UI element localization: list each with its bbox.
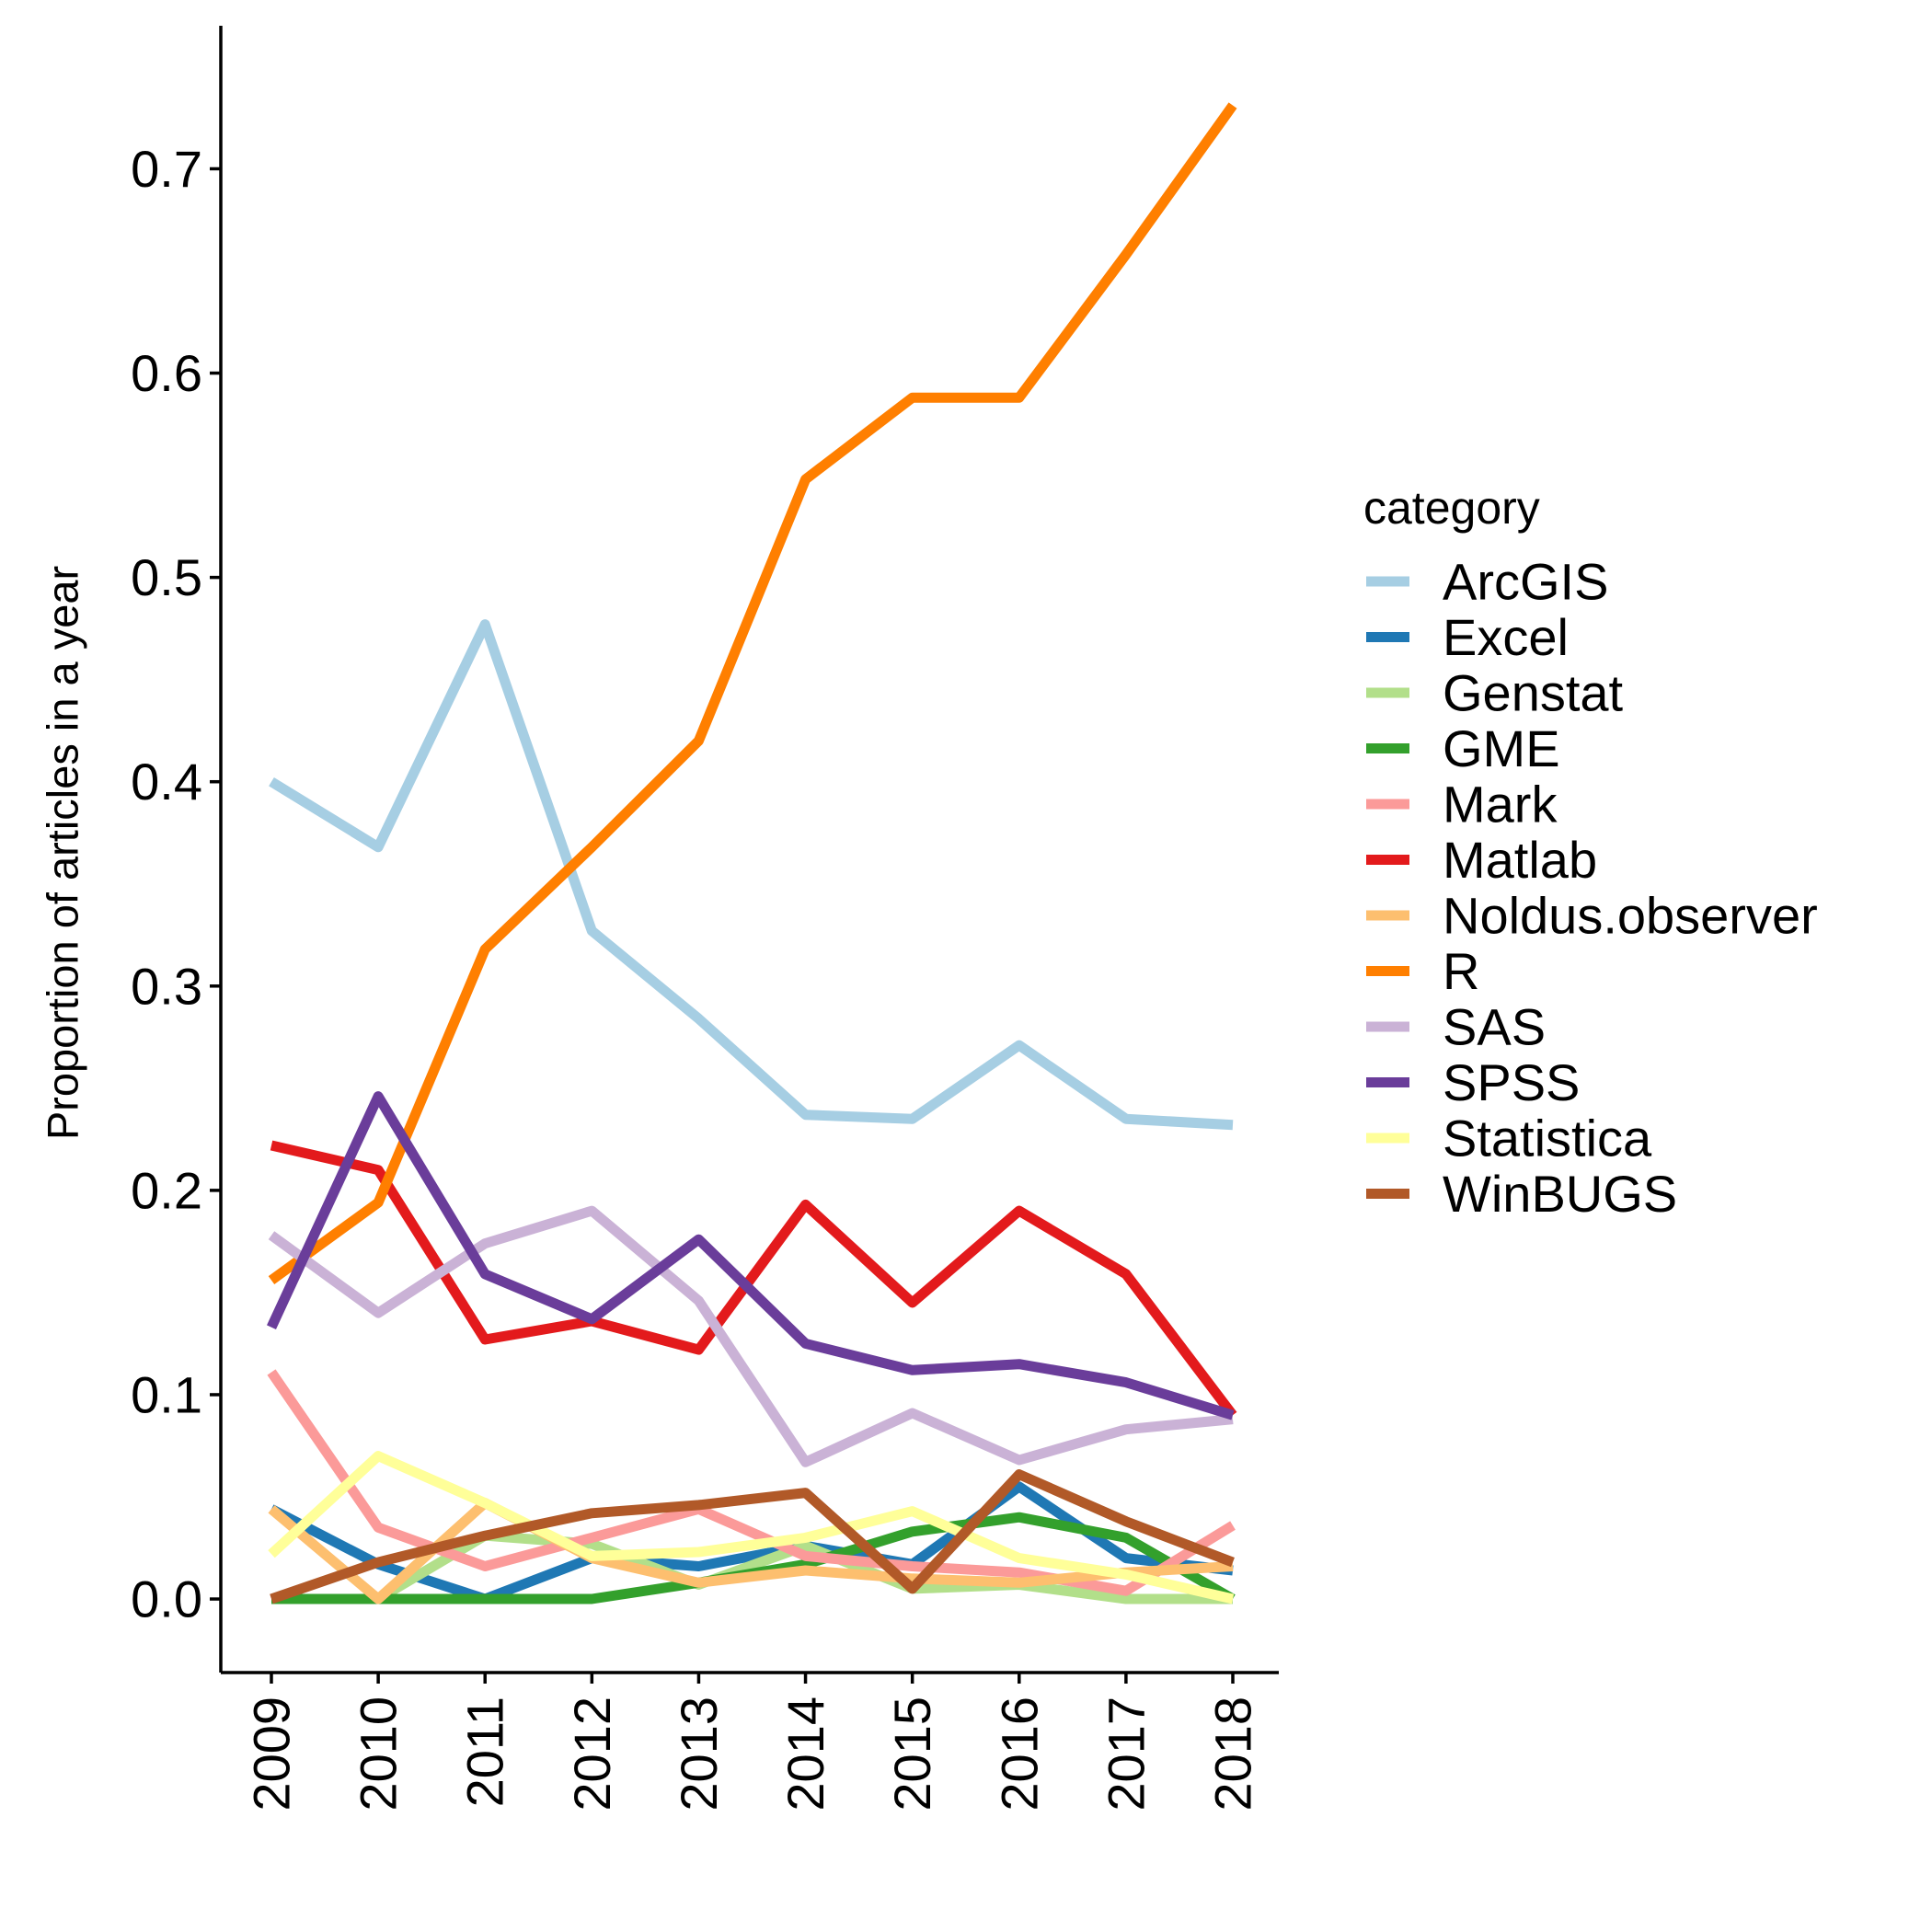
y-axis-title: Proportion of articles in a year xyxy=(39,566,87,1140)
legend-label: WinBUGS xyxy=(1443,1165,1677,1223)
legend-label: SPSS xyxy=(1443,1053,1580,1111)
legend-item-statistica: Statistica xyxy=(1366,1110,1652,1167)
y-tick-label: 0.3 xyxy=(131,957,202,1015)
x-tick-label: 2009 xyxy=(243,1696,301,1811)
legend-item-sas: SAS xyxy=(1366,998,1546,1056)
legend-label: SAS xyxy=(1443,998,1546,1056)
legend-item-gme: GME xyxy=(1366,719,1560,777)
x-tick-label: 2017 xyxy=(1097,1696,1155,1811)
legend-label: Genstat xyxy=(1443,664,1624,722)
legend-label: Noldus.observer xyxy=(1443,887,1818,945)
legend-item-spss: SPSS xyxy=(1366,1053,1580,1111)
y-tick-label: 0.0 xyxy=(131,1570,202,1628)
series-line-statistica xyxy=(268,1451,1235,1604)
legend-item-noldus-observer: Noldus.observer xyxy=(1366,887,1818,945)
x-tick-label: 2010 xyxy=(350,1696,408,1811)
x-tick-label: 2012 xyxy=(563,1696,621,1811)
x-axis-ticks: 2009 2010 2011 2012 2013 2014 2015 2016 2017 2018 xyxy=(243,1673,1262,1811)
series-line-sas xyxy=(268,1205,1234,1467)
axes xyxy=(219,26,1279,1674)
x-tick-label: 2018 xyxy=(1204,1696,1262,1811)
legend-item-winbugs: WinBUGS xyxy=(1366,1165,1677,1223)
series-line-r xyxy=(268,102,1237,1285)
y-tick-label: 0.6 xyxy=(131,344,202,402)
legend: category ArcGISExcelGenstatGMEMarkMatlab… xyxy=(1363,482,1818,1223)
legend-label: R xyxy=(1443,942,1479,1000)
legend-item-matlab: Matlab xyxy=(1366,831,1597,889)
y-axis-ticks: 0.0 0.1 0.2 0.3 0.4 0.5 0.6 0.7 xyxy=(131,140,221,1628)
legend-item-mark: Mark xyxy=(1366,776,1558,834)
y-tick-label: 0.4 xyxy=(131,753,202,811)
legend-item-r: R xyxy=(1366,942,1479,1000)
series-line-matlab xyxy=(270,1140,1237,1419)
y-tick-label: 0.7 xyxy=(131,140,202,198)
series-lines xyxy=(267,102,1237,1604)
legend-label: Excel xyxy=(1443,608,1569,666)
legend-item-genstat: Genstat xyxy=(1366,664,1624,722)
series-line-genstat xyxy=(271,1530,1233,1604)
legend-title: category xyxy=(1363,482,1540,534)
x-tick-label: 2013 xyxy=(670,1696,728,1811)
legend-label: Statistica xyxy=(1443,1110,1652,1167)
series-line-winbugs xyxy=(270,1469,1235,1604)
y-tick-label: 0.2 xyxy=(131,1161,202,1219)
legend-item-arcgis: ArcGIS xyxy=(1366,553,1608,611)
y-tick-label: 0.1 xyxy=(131,1365,202,1423)
x-tick-label: 2015 xyxy=(883,1696,941,1811)
legend-label: GME xyxy=(1443,719,1560,777)
legend-item-excel: Excel xyxy=(1366,608,1569,666)
series-line-spss xyxy=(267,1091,1235,1420)
y-tick-label: 0.5 xyxy=(131,548,202,606)
x-tick-label: 2014 xyxy=(776,1696,834,1811)
legend-label: Mark xyxy=(1443,776,1558,834)
x-tick-label: 2016 xyxy=(990,1696,1048,1811)
series-line-arcgis xyxy=(269,619,1234,1131)
x-tick-label: 2011 xyxy=(456,1696,514,1807)
legend-label: Matlab xyxy=(1443,831,1597,889)
legend-items: ArcGISExcelGenstatGMEMarkMatlabNoldus.ob… xyxy=(1366,553,1818,1223)
legend-label: ArcGIS xyxy=(1443,553,1608,611)
